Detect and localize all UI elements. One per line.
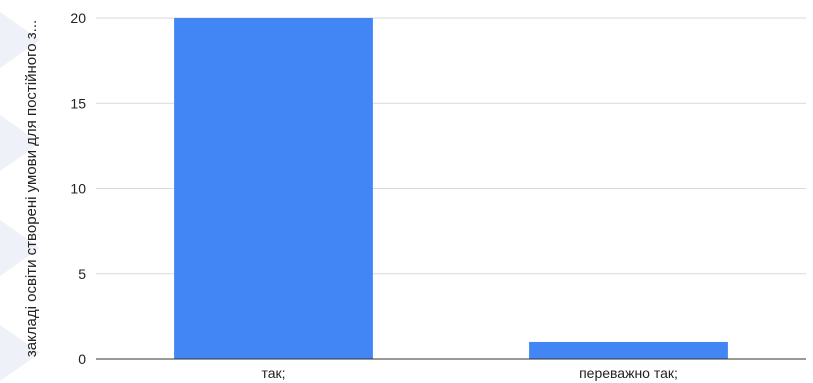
y-tick-label: 5 (78, 266, 86, 282)
y-tick-label: 15 (70, 95, 86, 111)
y-tick-label: 10 (70, 181, 86, 197)
y-tick-label: 20 (70, 10, 86, 26)
y-axis-title: закладі освіти створені умови для постій… (23, 20, 40, 357)
x-tick-label: так; (261, 365, 285, 381)
bars-layer (174, 18, 728, 359)
bar-1[interactable] (174, 18, 373, 359)
y-tick-label: 0 (78, 351, 86, 367)
x-tick-labels: так; переважно так; (261, 365, 677, 381)
x-tick-label: переважно так; (579, 365, 678, 381)
y-tick-labels: 0 5 10 15 20 (70, 10, 86, 367)
background-watermark (0, 12, 40, 381)
bar-2[interactable] (529, 341, 728, 359)
